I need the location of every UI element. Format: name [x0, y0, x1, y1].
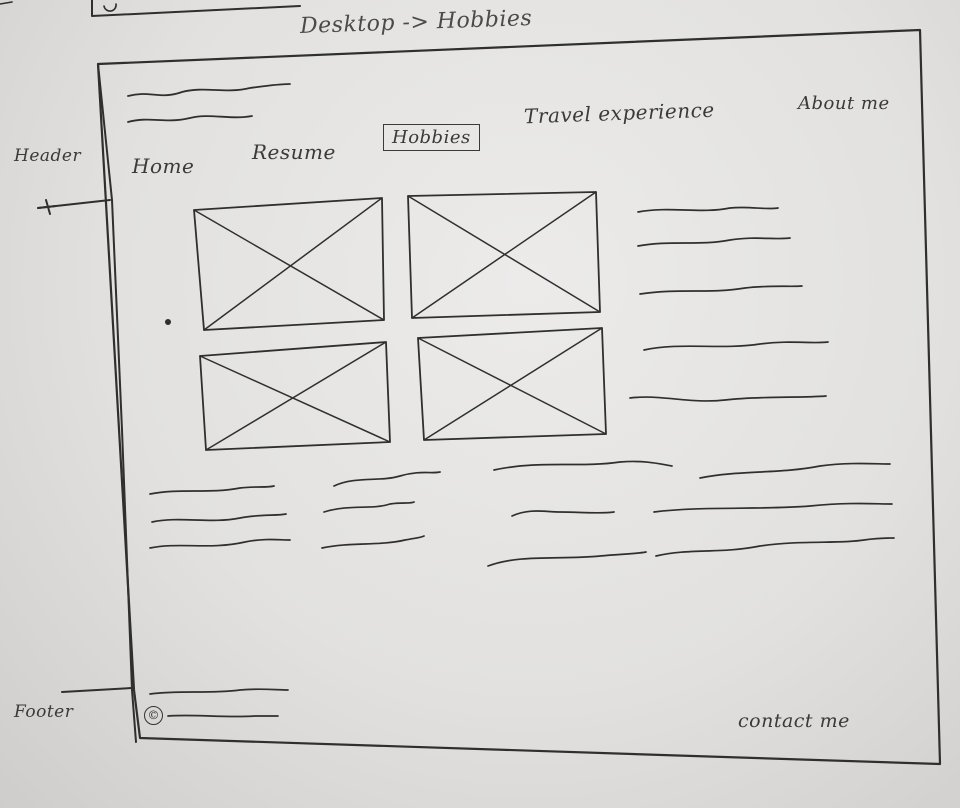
text-scribble	[149, 485, 275, 495]
nav-item-home[interactable]: Home	[132, 154, 195, 178]
nav-item-hobbies[interactable]: Hobbies	[383, 124, 480, 151]
footer-scribble	[167, 714, 279, 718]
text-scribble	[151, 513, 287, 523]
text-scribble	[149, 538, 291, 549]
text-scribble	[333, 471, 441, 487]
image-placeholder	[407, 191, 601, 319]
nav-item-resume[interactable]: Resume	[252, 140, 336, 164]
page-frame-left	[97, 63, 137, 743]
text-scribble	[637, 206, 779, 213]
image-placeholder	[417, 327, 607, 441]
footer-scribble	[149, 688, 289, 695]
footer-pointer	[61, 687, 133, 693]
footer-annotation: Footer	[14, 702, 74, 722]
copyright-icon: ©	[144, 706, 163, 725]
text-scribble	[699, 462, 891, 479]
previous-sketch-circle	[103, 3, 117, 12]
header-annotation: Header	[14, 146, 82, 166]
text-scribble	[487, 551, 647, 567]
image-placeholder	[193, 197, 385, 331]
page-corner-mark	[0, 1, 13, 5]
contact-me-link[interactable]: contact me	[738, 710, 850, 732]
text-scribble	[653, 502, 893, 513]
nav-item-about-me[interactable]: About me	[798, 93, 890, 114]
text-scribble	[493, 460, 673, 471]
text-scribble	[639, 285, 803, 295]
text-scribble	[629, 395, 827, 402]
header-pointer-cross	[37, 199, 57, 215]
text-scribble	[511, 510, 615, 517]
text-scribble	[643, 341, 829, 351]
text-scribble	[323, 501, 415, 513]
text-scribble	[321, 535, 425, 549]
logo-scribble	[127, 115, 253, 123]
text-scribble	[637, 237, 791, 247]
previous-sketch-edge	[91, 0, 301, 17]
image-placeholder	[199, 341, 391, 451]
ink-dot	[165, 319, 171, 325]
logo-scribble	[127, 83, 291, 97]
text-scribble	[655, 537, 895, 557]
